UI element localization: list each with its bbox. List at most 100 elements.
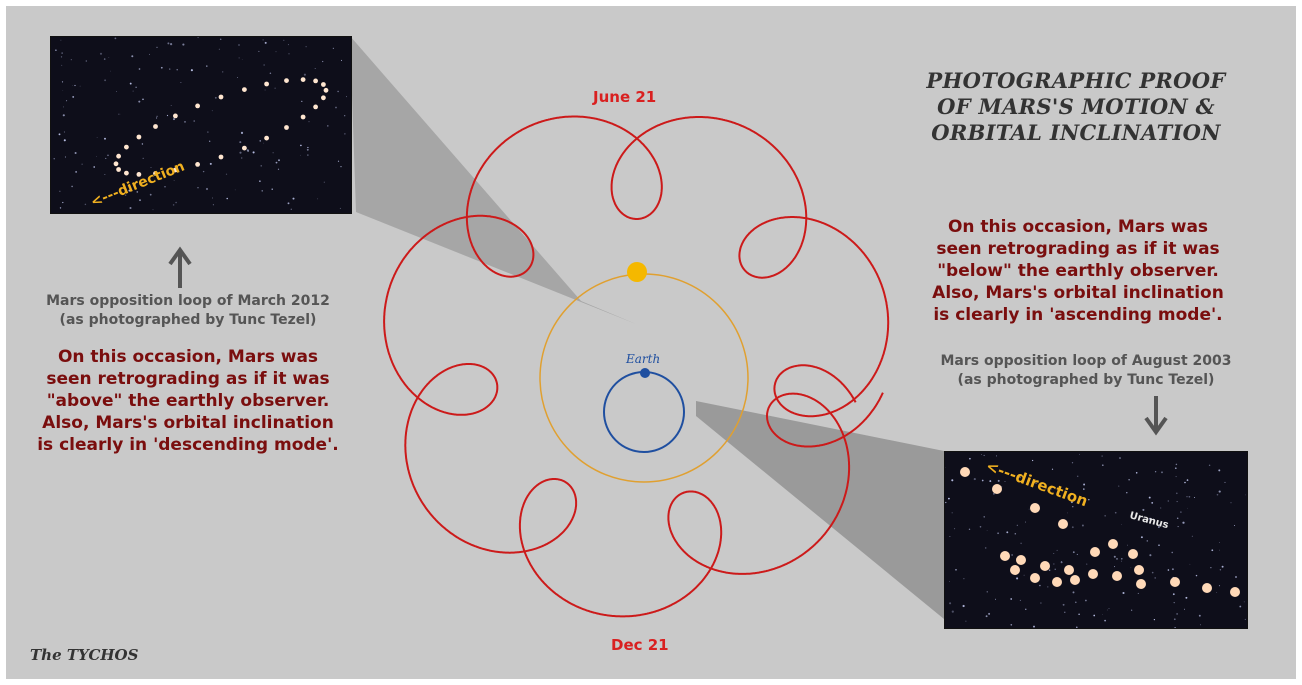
background-star: [252, 151, 255, 154]
background-star: [962, 604, 965, 608]
background-star: [1047, 586, 1049, 588]
title-line-1: PHOTOGRAPHIC PROOF: [926, 68, 1226, 93]
mars-position-dot: [300, 114, 306, 120]
loop-points-left: [113, 77, 329, 177]
background-star: [1048, 569, 1051, 571]
background-star: [339, 207, 341, 209]
background-star: [1176, 501, 1178, 503]
background-star: [981, 454, 982, 456]
background-star: [1219, 569, 1222, 571]
background-star: [1167, 569, 1170, 571]
background-star: [1083, 483, 1086, 486]
background-star: [166, 114, 169, 117]
background-star: [1184, 608, 1186, 610]
background-star: [1224, 481, 1226, 483]
starfield-right: <---direction Uranus: [945, 453, 1246, 628]
mars-position-dot: [264, 81, 269, 87]
background-star: [237, 77, 239, 78]
background-star: [954, 528, 956, 530]
background-star: [1137, 592, 1139, 594]
mars-position-dot: [1010, 565, 1020, 575]
mars-position-dot: [195, 162, 201, 167]
background-star: [1024, 521, 1027, 523]
background-star: [99, 52, 103, 55]
mars-position-dot: [1030, 503, 1040, 513]
background-star: [1078, 613, 1080, 616]
background-star: [963, 578, 965, 580]
background-star: [945, 501, 947, 504]
background-star: [131, 55, 134, 58]
background-star: [175, 201, 177, 204]
background-star: [1056, 549, 1058, 551]
background-star: [1072, 551, 1075, 554]
background-star: [1106, 609, 1108, 611]
background-star: [262, 39, 264, 41]
mars-position-dot: [173, 113, 178, 119]
mars-position-dot: [173, 167, 178, 173]
left-description: On this occasion, Mars was seen retrogra…: [28, 346, 348, 456]
right-desc-line-3: "below" the earthly observer.: [937, 261, 1219, 281]
left-photo-caption: Mars opposition loop of March 2012 (as p…: [18, 292, 358, 330]
background-star: [138, 68, 141, 70]
background-star: [212, 204, 214, 206]
background-star: [307, 154, 309, 156]
mars-position-dot: [1000, 551, 1010, 561]
background-star: [314, 68, 316, 69]
background-star: [72, 85, 73, 86]
background-star: [274, 87, 276, 89]
background-star: [63, 131, 65, 133]
background-star: [951, 610, 954, 613]
background-star: [241, 157, 243, 159]
mars-position-dot: [1070, 575, 1080, 585]
right-description: On this occasion, Mars was seen retrogra…: [918, 216, 1238, 326]
right-desc-line-2: seen retrograding as if it was: [936, 239, 1220, 259]
background-star: [156, 115, 158, 118]
background-star: [164, 186, 166, 188]
left-desc-line-1: On this occasion, Mars was: [57, 347, 319, 367]
background-star: [1186, 496, 1188, 498]
background-star: [96, 137, 98, 138]
dec-21-label: Dec 21: [611, 636, 669, 654]
background-star: [989, 480, 992, 483]
background-star: [104, 79, 106, 82]
background-star: [1085, 599, 1087, 602]
background-star: [170, 105, 172, 106]
mars-position-dot: [136, 134, 142, 140]
background-star: [1019, 599, 1021, 601]
background-star: [258, 50, 260, 52]
background-star: [160, 66, 163, 69]
background-star: [1130, 567, 1132, 569]
background-star: [211, 110, 213, 112]
background-star: [994, 598, 997, 600]
background-star: [1187, 507, 1188, 509]
right-photo-caption: Mars opposition loop of August 2003 (as …: [906, 352, 1266, 390]
background-star: [986, 530, 988, 531]
background-star: [1119, 457, 1121, 459]
background-star: [1177, 526, 1179, 528]
background-star: [1014, 532, 1017, 535]
mars-position-dot: [1230, 587, 1240, 597]
background-star: [58, 133, 61, 136]
background-star: [1101, 614, 1103, 615]
background-star: [218, 48, 220, 50]
background-star: [66, 100, 68, 102]
mars-position-dot: [1064, 565, 1074, 575]
background-star: [288, 53, 290, 55]
mars-position-dot: [1108, 539, 1118, 549]
background-star: [93, 166, 96, 168]
background-star: [1064, 611, 1066, 613]
background-star: [84, 203, 87, 206]
background-star: [240, 131, 244, 134]
background-star: [993, 493, 995, 495]
background-star: [1076, 626, 1078, 628]
background-star: [307, 146, 309, 149]
background-star: [1158, 526, 1160, 528]
background-star: [135, 86, 137, 89]
background-star: [238, 44, 240, 46]
background-star: [300, 154, 301, 156]
background-star: [1053, 563, 1055, 565]
background-star: [337, 90, 339, 93]
background-star: [308, 121, 310, 123]
photo-august-2003: <---direction Uranus: [944, 451, 1248, 629]
background-star: [317, 198, 319, 200]
